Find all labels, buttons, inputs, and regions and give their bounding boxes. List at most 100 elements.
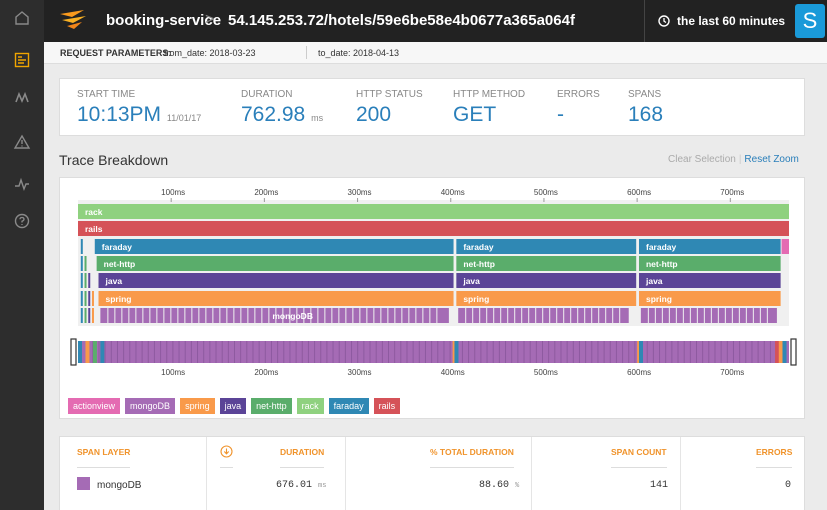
span-bar-net-http[interactable]: [638, 256, 781, 271]
col-header-sort[interactable]: [220, 437, 233, 468]
span-gap: [282, 308, 284, 323]
stat-http-status-label: HTTP STATUS: [356, 89, 423, 100]
nav-traces[interactable]: [0, 80, 44, 116]
brush-handle-right[interactable]: [790, 338, 797, 366]
time-range-selector[interactable]: the last 60 minutes: [644, 0, 789, 42]
legend-item-mongodb[interactable]: mongoDB: [125, 398, 176, 414]
minimap-tick: [696, 341, 697, 363]
breadcrumb-service[interactable]: booking-service: [106, 12, 222, 29]
legend-item-rails[interactable]: rails: [373, 398, 401, 414]
minimap-tick: [252, 341, 254, 363]
span-bar-mongoDB[interactable]: [100, 308, 449, 323]
minimap-tick: [523, 341, 525, 363]
span-gap: [731, 308, 733, 323]
minimap-tick: [129, 341, 131, 363]
col-header-errors[interactable]: ERRORS: [756, 437, 793, 468]
span-gap: [738, 308, 740, 323]
span-gap: [289, 308, 291, 323]
nav-help[interactable]: [0, 203, 44, 239]
span-gap: [338, 308, 340, 323]
solarwinds-logo-icon[interactable]: [58, 8, 88, 32]
span-sliver: [80, 291, 83, 306]
span-gap: [226, 308, 228, 323]
span-bar-net-http[interactable]: [456, 256, 637, 271]
legend-item-faraday[interactable]: faraday: [328, 398, 369, 414]
minimap-tick: [246, 341, 248, 363]
nav-dashboard[interactable]: [0, 42, 44, 78]
span-layer-table: SPAN LAYER DURATION % TOTAL DURATION SPA…: [59, 436, 805, 510]
span-bar-mongoDB[interactable]: [640, 308, 777, 323]
left-nav-rail: [0, 0, 44, 510]
col-header-duration[interactable]: DURATION: [280, 437, 325, 468]
legend-item-net-http[interactable]: net-http: [251, 398, 292, 414]
col-divider: [680, 437, 681, 510]
minimap-tick: [258, 341, 260, 363]
minimap-tick: [153, 341, 155, 363]
legend-item-rack[interactable]: rack: [296, 398, 324, 414]
start-time-value: 10:13PM: [77, 103, 162, 126]
minimap-marker: [775, 341, 780, 363]
span-bar-spring[interactable]: [456, 291, 637, 306]
col-header-span-count[interactable]: SPAN COUNT: [611, 437, 667, 468]
span-bar-rails[interactable]: [78, 221, 789, 236]
span-bar-spring[interactable]: [98, 291, 454, 306]
axis-tick-label-bottom: 300ms: [348, 368, 372, 377]
legend-item-java[interactable]: java: [219, 398, 247, 414]
minimap-marker: [100, 341, 105, 363]
nav-alerts[interactable]: [0, 124, 44, 160]
span-bar-faraday[interactable]: [94, 239, 454, 254]
span-gap: [163, 308, 165, 323]
minimap-tick: [554, 341, 556, 363]
minimap-tick: [283, 341, 285, 363]
brush-handle-left[interactable]: [70, 338, 77, 366]
legend-item-spring[interactable]: spring: [180, 398, 215, 414]
span-bar-net-http[interactable]: [96, 256, 454, 271]
span-label-java: java: [462, 276, 480, 286]
row-layer[interactable]: mongoDB: [77, 469, 141, 502]
span-bar-java[interactable]: [638, 273, 781, 288]
minimap-tick: [332, 341, 334, 363]
span-bar-faraday[interactable]: [456, 239, 637, 254]
trace-timeline-svg[interactable]: 100ms 100ms 200ms 200ms 300ms 300ms 400ms 400ms…: [60, 178, 806, 393]
minimap-tick: [116, 341, 118, 363]
span-gap: [408, 308, 410, 323]
span-gap: [387, 308, 389, 323]
span-label-mongoDB: mongoDB: [272, 311, 313, 321]
param-from-date: from_date: 2018-03-23: [164, 48, 256, 58]
span-bar-actionview[interactable]: [781, 239, 789, 254]
minimap-tick: [123, 341, 125, 363]
clear-selection-link[interactable]: Clear Selection: [668, 154, 736, 165]
reset-zoom-link[interactable]: Reset Zoom: [744, 154, 799, 165]
minimap-tick: [431, 341, 433, 363]
minimap-tick: [314, 341, 316, 363]
minimap-tick: [474, 341, 476, 363]
legend-item-actionview[interactable]: actionview: [68, 398, 121, 414]
user-avatar[interactable]: S: [795, 4, 825, 38]
span-gap: [422, 308, 424, 323]
span-bar-spring[interactable]: [638, 291, 781, 306]
minimap-tick: [646, 341, 648, 363]
span-bar-rack[interactable]: [78, 204, 789, 219]
nav-home[interactable]: [0, 0, 44, 36]
breadcrumb-request-path: 54.145.253.72/hotels/59e6be58e4b0677a365…: [228, 12, 575, 29]
span-label-net-http: net-http: [646, 259, 678, 269]
action-divider: |: [738, 154, 742, 165]
minimap-tick: [572, 341, 574, 363]
minimap-tick: [277, 341, 279, 363]
col-header-span-layer[interactable]: SPAN LAYER: [77, 437, 131, 468]
col-header-pct-total[interactable]: % TOTAL DURATION: [430, 437, 514, 468]
span-bar-faraday[interactable]: [638, 239, 781, 254]
span-bar-java[interactable]: [98, 273, 454, 288]
stat-duration-value: 762.98 ms: [241, 103, 323, 127]
row-errors: 0: [785, 480, 792, 491]
minimap-tick: [375, 341, 377, 363]
nav-metrics[interactable]: [0, 166, 44, 202]
span-bar-java[interactable]: [456, 273, 637, 288]
clock-icon: [658, 15, 670, 27]
minimap-tick: [221, 341, 223, 363]
minimap-bar[interactable]: [78, 341, 789, 363]
span-bar-mongoDB[interactable]: [458, 308, 629, 323]
home-icon: [15, 11, 29, 25]
span-gap: [184, 308, 186, 323]
stat-start-time-value: 10:13PM 11/01/17: [77, 103, 201, 127]
